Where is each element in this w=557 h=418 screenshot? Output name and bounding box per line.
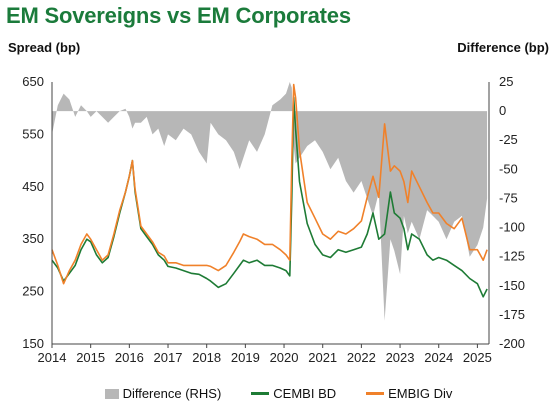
legend-item-embig: EMBIG Div	[366, 386, 452, 401]
right-tick-label: -125	[499, 249, 525, 264]
right-tick-label: 0	[499, 103, 506, 118]
x-tick-label: 2020	[270, 350, 299, 365]
right-tick-label: -200	[499, 336, 525, 351]
left-tick-label: 550	[22, 126, 44, 141]
legend-swatch-cembi	[251, 392, 270, 395]
legend-label-difference: Difference (RHS)	[122, 386, 222, 401]
right-axis-label: Difference (bp)	[457, 40, 549, 55]
legend-label-cembi: CEMBI BD	[273, 386, 337, 401]
right-tick-label: -50	[499, 161, 518, 176]
x-tick-label: 2018	[192, 350, 221, 365]
x-tick-label: 2014	[38, 350, 67, 365]
spread-chart: 650550450350250150250-25-50-75-100-125-1…	[22, 74, 525, 365]
x-tick-label: 2023	[386, 350, 415, 365]
legend: Difference (RHS) CEMBI BD EMBIG Div	[0, 386, 557, 401]
legend-swatch-difference	[104, 388, 119, 399]
left-tick-label: 350	[22, 231, 44, 246]
right-tick-label: -150	[499, 278, 525, 293]
left-axis-label: Spread (bp)	[8, 40, 81, 55]
right-tick-label: -75	[499, 190, 518, 205]
left-tick-label: 650	[22, 74, 44, 89]
x-tick-label: 2021	[308, 350, 337, 365]
x-tick-label: 2022	[347, 350, 376, 365]
left-tick-label: 450	[22, 179, 44, 194]
legend-label-embig: EMBIG Div	[388, 386, 453, 401]
legend-swatch-embig	[366, 392, 385, 395]
right-tick-label: 25	[499, 74, 513, 89]
chart-title: EM Sovereigns vs EM Corporates	[6, 3, 351, 28]
legend-item-cembi: CEMBI BD	[251, 386, 336, 401]
x-tick-label: 2017	[154, 350, 183, 365]
left-tick-label: 250	[22, 284, 44, 299]
x-tick-label: 2016	[115, 350, 144, 365]
difference-area	[52, 82, 488, 321]
embig-line	[51, 83, 488, 285]
x-tick-label: 2025	[463, 350, 492, 365]
right-tick-label: -175	[499, 307, 525, 322]
x-tick-label: 2024	[424, 350, 453, 365]
right-tick-label: -25	[499, 132, 518, 147]
legend-item-difference: Difference (RHS)	[104, 386, 222, 401]
right-tick-label: -100	[499, 220, 525, 235]
left-tick-label: 150	[22, 336, 44, 351]
x-tick-label: 2015	[76, 350, 105, 365]
x-tick-label: 2019	[231, 350, 260, 365]
